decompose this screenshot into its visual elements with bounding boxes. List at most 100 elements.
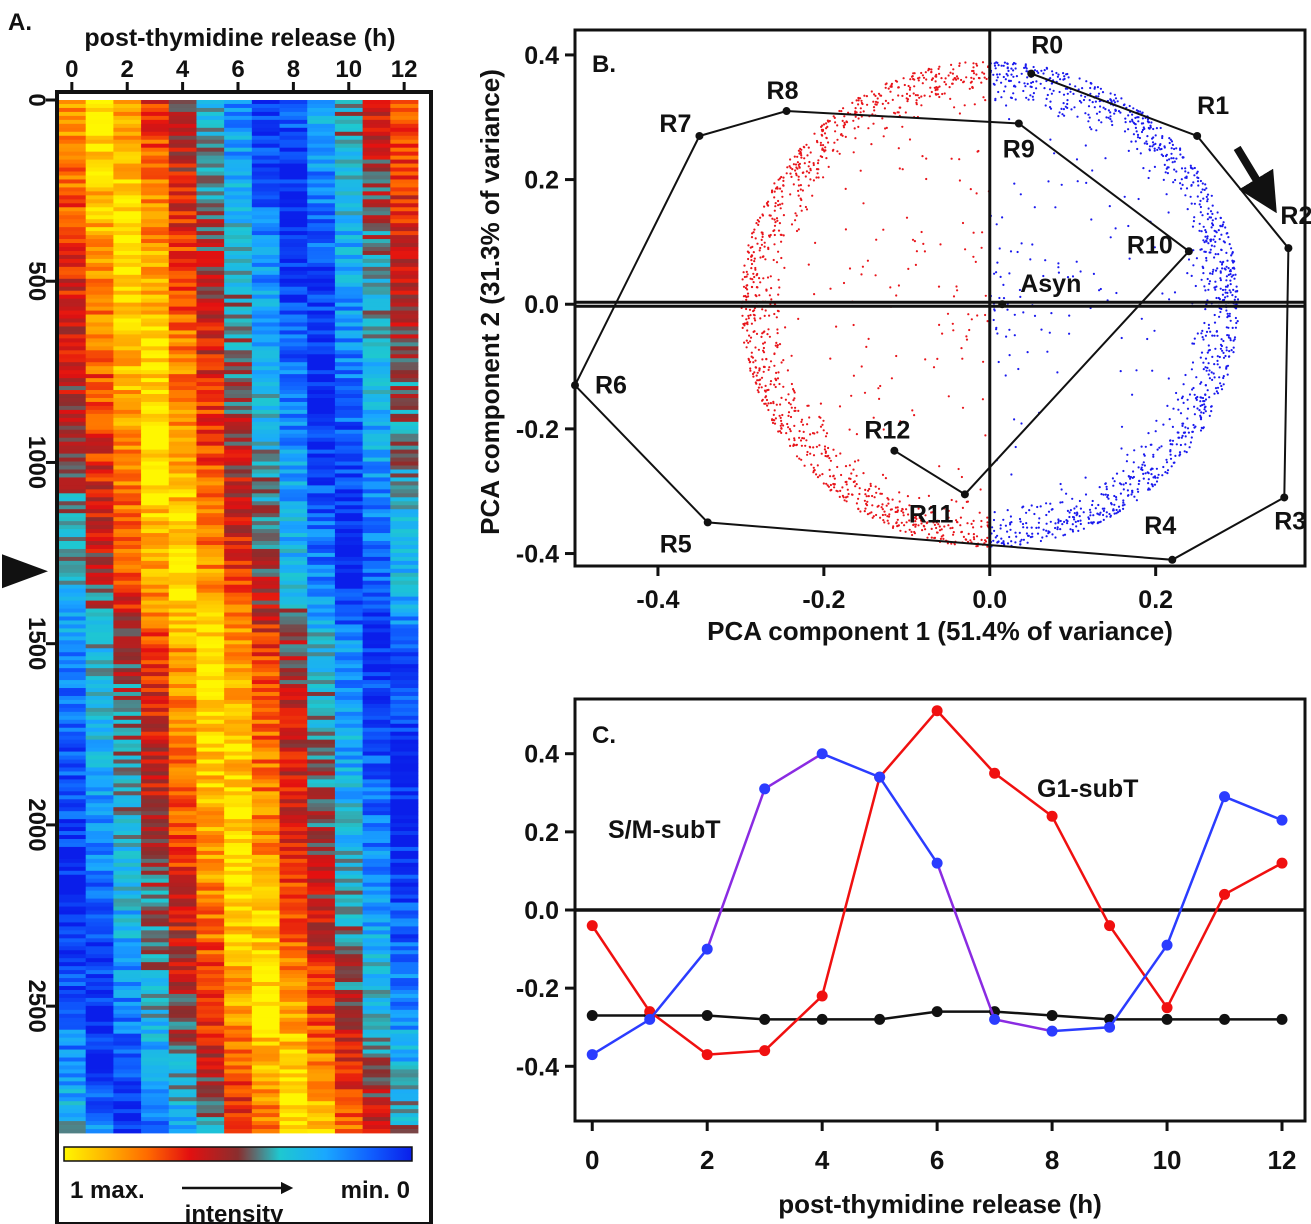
heatmap-cell xyxy=(169,112,197,116)
heatmap-cell xyxy=(335,120,363,124)
heatmap-cell xyxy=(169,493,197,497)
heatmap-cell xyxy=(224,1077,252,1081)
gene-point xyxy=(909,87,911,89)
heatmap-cell xyxy=(169,950,197,954)
heatmap-cell xyxy=(335,930,363,934)
heatmap-cell xyxy=(196,140,224,144)
heatmap-cell xyxy=(58,573,86,577)
gene-point xyxy=(1043,87,1045,89)
heatmap-cell xyxy=(252,136,280,140)
gene-point xyxy=(769,336,771,338)
gene-point xyxy=(944,92,946,94)
heatmap-cell xyxy=(335,223,363,227)
heatmap-cell xyxy=(58,922,86,926)
heatmap-cell xyxy=(169,287,197,291)
heatmap-cell xyxy=(363,382,391,386)
heatmap-cell xyxy=(335,203,363,207)
heatmap-cell xyxy=(307,684,335,688)
gene-point xyxy=(972,526,974,528)
heatmap-cell xyxy=(363,1065,391,1069)
heatmap-cell xyxy=(224,966,252,970)
heatmap-cell xyxy=(169,628,197,632)
gene-point xyxy=(907,268,909,270)
heatmap-cell xyxy=(363,962,391,966)
gene-point xyxy=(854,460,856,462)
heatmap-cell xyxy=(141,120,169,124)
heatmap-cell xyxy=(86,366,114,370)
heatmap-cell xyxy=(169,199,197,203)
gene-point xyxy=(1007,74,1009,76)
heatmap-cell xyxy=(58,640,86,644)
heatmap-cell xyxy=(141,477,169,481)
gene-point xyxy=(798,184,800,186)
heatmap-cell xyxy=(390,1113,418,1117)
heatmap-cell xyxy=(252,907,280,911)
gene-point xyxy=(1203,285,1205,287)
heatmap-cell xyxy=(113,156,141,160)
heatmap-cell xyxy=(113,322,141,326)
heatmap-cell xyxy=(252,628,280,632)
heatmap-cell xyxy=(113,601,141,605)
heatmap-cell xyxy=(307,243,335,247)
heatmap-cell xyxy=(113,819,141,823)
heatmap-cell xyxy=(224,930,252,934)
heatmap-cell xyxy=(390,942,418,946)
heatmap-cell xyxy=(141,183,169,187)
heatmap-cell xyxy=(113,867,141,871)
heatmap-cell xyxy=(307,617,335,621)
gene-point xyxy=(922,74,924,76)
heatmap-cell xyxy=(335,891,363,895)
gene-point xyxy=(870,485,872,487)
heatmap-cell xyxy=(58,533,86,537)
heatmap-cell xyxy=(307,390,335,394)
heatmap-cell xyxy=(58,803,86,807)
heatmap-cell xyxy=(335,867,363,871)
heatmap-cell xyxy=(86,374,114,378)
heatmap-cell xyxy=(363,1054,391,1058)
heatmap-cell xyxy=(58,493,86,497)
heatmap-cell xyxy=(196,779,224,783)
heatmap-cell xyxy=(280,136,308,140)
heatmap-cell xyxy=(169,509,197,513)
heatmap-cell xyxy=(169,466,197,470)
heatmap-cell xyxy=(58,1002,86,1006)
heatmap-cell xyxy=(307,899,335,903)
heatmap-cell xyxy=(390,183,418,187)
heatmap-cell xyxy=(141,299,169,303)
gene-point xyxy=(1019,532,1021,534)
heatmap-cell xyxy=(280,601,308,605)
heatmap-cell xyxy=(307,827,335,831)
gene-point xyxy=(1158,474,1160,476)
heatmap-cell xyxy=(390,918,418,922)
heatmap-cell xyxy=(141,680,169,684)
heatmap-cell xyxy=(280,517,308,521)
heatmap-cell xyxy=(58,1026,86,1030)
heatmap-cell xyxy=(252,994,280,998)
gene-point xyxy=(1217,387,1219,389)
heatmap-cell xyxy=(307,756,335,760)
gene-point xyxy=(906,100,908,102)
heatmap-cell xyxy=(58,704,86,708)
heatmap-cell xyxy=(224,215,252,219)
heatmap-cell xyxy=(113,370,141,374)
heatmap-cell xyxy=(307,152,335,156)
heatmap-cell xyxy=(335,525,363,529)
heatmap-cell xyxy=(363,827,391,831)
heatmap-cell xyxy=(196,1121,224,1125)
heatmap-cell xyxy=(113,120,141,124)
gene-point xyxy=(1170,458,1172,460)
heatmap-cell xyxy=(196,307,224,311)
heatmap-cell xyxy=(196,418,224,422)
gene-point xyxy=(1150,121,1152,123)
heatmap-cell xyxy=(335,827,363,831)
heatmap-cell xyxy=(335,636,363,640)
heatmap-cell xyxy=(280,597,308,601)
heatmap-cell xyxy=(390,597,418,601)
gene-point xyxy=(875,239,877,241)
gene-point xyxy=(1021,242,1023,244)
heatmap-cell xyxy=(390,525,418,529)
heatmap-cell xyxy=(113,481,141,485)
heatmap-cell xyxy=(363,1058,391,1062)
gene-point xyxy=(1089,509,1091,511)
heatmap-cell xyxy=(196,358,224,362)
